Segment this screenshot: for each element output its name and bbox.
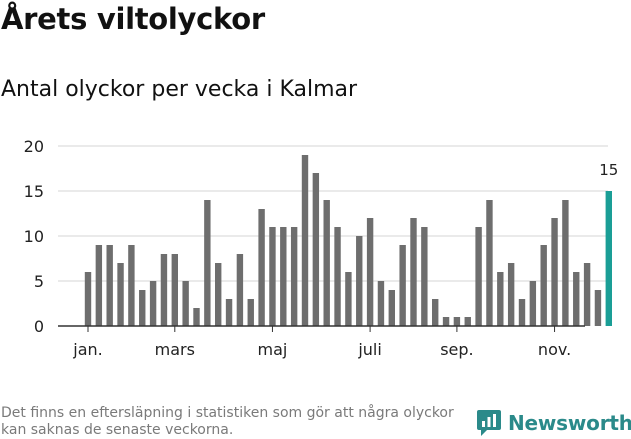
x-tick-label: sep. (440, 340, 473, 359)
bar (149, 281, 157, 326)
bar (377, 281, 385, 326)
bar (486, 200, 493, 326)
bar (507, 263, 515, 326)
bar (117, 263, 124, 326)
bar (410, 218, 417, 326)
bar (290, 227, 298, 326)
bar (128, 245, 135, 326)
bar (562, 200, 569, 326)
bar (432, 299, 439, 326)
y-tick-label: 5 (34, 272, 44, 291)
newsworthy-logo[interactable]: Newsworthy (476, 408, 631, 438)
bar (421, 227, 428, 326)
bar (160, 254, 168, 326)
bar (518, 299, 526, 326)
bar (345, 272, 352, 326)
x-axis-ticks: jan. mars maj juli sep. nov. (72, 326, 571, 359)
bar (453, 317, 461, 326)
bar (171, 254, 178, 326)
bar (280, 227, 287, 326)
bar (497, 272, 504, 326)
bar-highlight (605, 191, 612, 326)
x-tick-label: jan. (72, 340, 102, 359)
bar (366, 218, 374, 326)
bar (583, 263, 591, 326)
y-tick-label: 15 (24, 182, 44, 201)
y-tick-label: 10 (24, 227, 44, 246)
bar (215, 263, 222, 326)
bar (399, 245, 406, 326)
grid-lines (58, 145, 608, 282)
bar (269, 227, 276, 326)
bar (301, 155, 309, 326)
bar (95, 245, 103, 326)
highlight-value-label: 15 (599, 161, 618, 179)
bar (529, 281, 537, 326)
x-tick-label: mars (155, 340, 195, 359)
footnote: Det finns en eftersläpning i statistiken… (1, 405, 454, 438)
chart-subtitle: Antal olyckor per vecka i Kalmar (1, 77, 358, 102)
x-tick-label: maj (258, 340, 288, 359)
bar (551, 218, 558, 326)
chart-title: Årets viltolyckor (1, 2, 265, 36)
bar (464, 317, 471, 326)
bar (388, 290, 395, 326)
bar (323, 200, 330, 326)
bar (594, 290, 602, 326)
bar (442, 317, 450, 326)
x-tick-label: juli (357, 340, 381, 359)
y-axis-ticks: 0 5 10 15 20 (24, 137, 44, 336)
bar (356, 236, 363, 326)
bar (193, 308, 200, 326)
x-tick-label: nov. (538, 340, 571, 359)
bar (247, 299, 254, 326)
bar (84, 272, 92, 326)
bar (225, 299, 233, 326)
y-tick-label: 20 (24, 137, 44, 156)
bar (204, 200, 211, 326)
bar (334, 227, 341, 326)
bar (475, 227, 482, 326)
bar-chart: 0 5 10 15 20 15 jan. mars maj juli sep. nov. (24, 137, 619, 359)
bar (573, 272, 580, 326)
bar (312, 173, 320, 326)
bar (139, 290, 146, 326)
bar (258, 209, 265, 326)
brand-name: Newsworthy (508, 411, 631, 435)
bar (540, 245, 547, 326)
bar (236, 254, 244, 326)
y-tick-label: 0 (34, 317, 44, 336)
newsworthy-icon (477, 410, 501, 436)
bars: 15 (58, 155, 618, 327)
bar (182, 281, 189, 326)
bar (106, 245, 113, 326)
